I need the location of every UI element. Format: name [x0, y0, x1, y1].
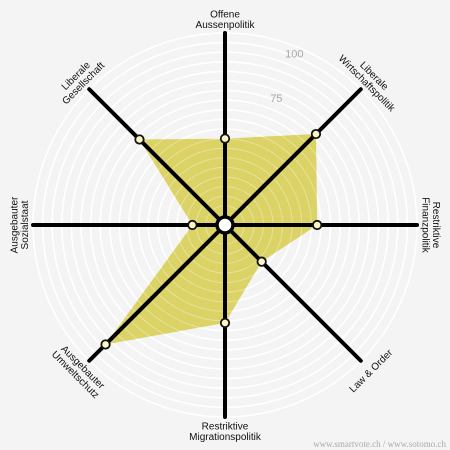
axis-line [87, 87, 227, 227]
footer-credit: www.smartvote.ch / www.sotomo.ch [313, 439, 446, 449]
ticks-layer: 75 100 [270, 48, 303, 105]
tick-label: 100 [285, 48, 303, 60]
center-hub [215, 215, 235, 235]
svg-text:AusgebauterSozialstaat: AusgebauterSozialstaat [9, 196, 31, 253]
value-marker [187, 219, 198, 231]
axis-label: AusgebauterSozialstaat [9, 196, 31, 253]
axis-label: Offene Aussenpolitik [196, 9, 256, 31]
value-marker [219, 133, 231, 144]
value-marker [134, 134, 145, 145]
value-marker [219, 317, 231, 329]
axis-label: RestriktiveFinanzpolitik [419, 197, 441, 254]
axis-line [87, 223, 227, 363]
value-marker [100, 339, 111, 350]
value-marker [312, 219, 323, 231]
axis-line [223, 87, 363, 227]
axis-line [223, 223, 363, 363]
tick-label: 75 [270, 93, 282, 105]
value-marker [310, 128, 322, 140]
value-marker [256, 256, 267, 267]
markers-layer [100, 128, 323, 350]
axis-label: Restriktive Migrationspolitik [189, 421, 262, 443]
svg-text:RestriktiveFinanzpolitik: RestriktiveFinanzpolitik [419, 197, 441, 254]
